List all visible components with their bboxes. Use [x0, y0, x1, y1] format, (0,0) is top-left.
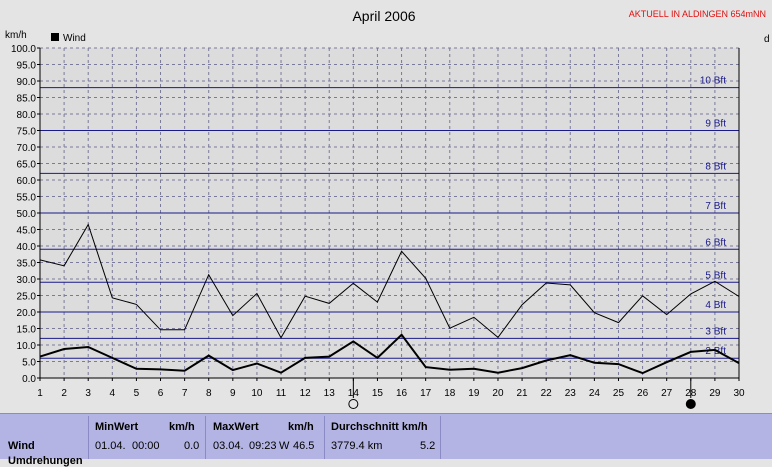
x-tick-label: 22: [541, 388, 553, 399]
y-tick-label: 55.0: [17, 193, 37, 204]
x-tick-label: 24: [589, 388, 601, 399]
y-tick-label: 15.0: [17, 325, 37, 336]
beaufort-label: 8 Bft: [705, 161, 726, 172]
avg-header: Durchschnitt km/h: [331, 421, 428, 433]
x-tick-label: 12: [300, 388, 312, 399]
x-tick-label: 23: [565, 388, 577, 399]
x-tick-label: 3: [85, 388, 91, 399]
min-date: 01.04.: [95, 440, 126, 452]
x-tick-label: 16: [396, 388, 408, 399]
chart-title: April 2006: [352, 8, 415, 24]
y-tick-label: 5.0: [22, 358, 36, 369]
max-direction: W: [279, 440, 290, 452]
min-value: 0.0: [184, 440, 200, 452]
wind-chart: 2 Bft 3 Bft 4 Bft 5 Bft 6 Bft 7 Bft 8 Bft 9 Bft…: [5, 8, 770, 409]
beaufort-label: 10 Bft: [700, 76, 726, 87]
x-tick-label: 9: [230, 388, 236, 399]
y-tick-label: 90.0: [17, 77, 37, 88]
moon-markers: [348, 378, 696, 409]
x-tick-label: 11: [276, 388, 287, 399]
y-tick-label: 95.0: [17, 61, 37, 72]
station-label: AKTUELL IN ALDINGEN 654mNN: [629, 9, 766, 19]
avg-value: 5.2: [420, 440, 436, 452]
x-tick-label: 2: [61, 388, 67, 399]
max-value-cell: MaxWert km/h 03.04. 09:23 W 46.5: [205, 416, 324, 459]
y-tick-label: 75.0: [17, 127, 37, 138]
max-unit: km/h: [288, 421, 314, 433]
beaufort-label: 7 Bft: [705, 201, 726, 212]
beaufort-label: 6 Bft: [705, 237, 726, 248]
beaufort-label: 2 Bft: [705, 346, 726, 357]
beaufort-label: 4 Bft: [705, 300, 726, 311]
x-tick-label: 6: [158, 388, 164, 399]
full-moon-icon: [348, 399, 359, 409]
y-axis-ticks: 0.0 5.0 10.0 15.0 20.0 25.0 30.0 35.0 40.0 45.0 50…: [11, 44, 40, 385]
min-header: MinWert: [95, 421, 139, 433]
x-axis-ticks: 1 2 3 4 5 6 7 8 9 10 11 12 13 14 15 16 17 18 19 20 21 22 23 24 2…: [37, 378, 745, 399]
x-tick-label: 29: [709, 388, 721, 399]
y-axis-label: km/h: [5, 30, 27, 41]
x-tick-label: 17: [420, 388, 432, 399]
min-time: 00:00: [132, 440, 160, 452]
legend-label-wind: Wind: [63, 33, 86, 44]
stats-panel: Wind Umdrehungen MinWert km/h 01.04. 00:…: [0, 413, 772, 467]
x-tick-label: 21: [517, 388, 529, 399]
y-tick-label: 50.0: [17, 209, 37, 220]
x-tick-label: 30: [733, 388, 745, 399]
y-tick-label: 80.0: [17, 110, 37, 121]
y-tick-label: 45.0: [17, 226, 37, 237]
min-unit: km/h: [169, 421, 195, 433]
beaufort-label: 9 Bft: [705, 119, 726, 130]
y-tick-label: 70.0: [17, 143, 37, 154]
beaufort-label: 5 Bft: [705, 270, 726, 281]
x-tick-label: 13: [324, 388, 336, 399]
y-tick-label: 100.0: [11, 44, 36, 55]
avg-distance: 3779.4 km: [331, 440, 383, 452]
series-lines: [39, 223, 740, 375]
series-line-wind-avg: [39, 333, 740, 375]
new-moon-icon: [685, 399, 696, 409]
y-tick-label: 30.0: [17, 275, 37, 286]
beaufort-label: 3 Bft: [705, 326, 726, 337]
x-tick-label: 7: [182, 388, 188, 399]
y-tick-label: 0.0: [22, 374, 36, 385]
y-tick-label: 20.0: [17, 308, 37, 319]
stats-row-label-2: Umdrehungen: [8, 455, 83, 467]
min-value-cell: MinWert km/h 01.04. 00:00 0.0: [88, 416, 205, 459]
x-tick-label: 27: [661, 388, 673, 399]
max-date: 03.04.: [213, 440, 244, 452]
series-line-wind-max: [39, 223, 740, 339]
y-tick-label: 85.0: [17, 94, 37, 105]
x-tick-label: 5: [134, 388, 140, 399]
x-tick-label: 8: [206, 388, 212, 399]
x-tick-label: 18: [444, 388, 456, 399]
x-tick-label: 10: [251, 388, 263, 399]
x-tick-label: 25: [613, 388, 625, 399]
x-tick-label: 1: [37, 388, 43, 399]
beaufort-lines: 2 Bft 3 Bft 4 Bft 5 Bft 6 Bft 7 Bft 8 Bft 9 Bft…: [40, 76, 739, 359]
max-header: MaxWert: [213, 421, 259, 433]
x-tick-label: 19: [468, 388, 480, 399]
right-axis-label: d: [764, 34, 770, 45]
max-value: 46.5: [293, 440, 315, 452]
x-tick-label: 20: [492, 388, 504, 399]
y-tick-label: 35.0: [17, 259, 37, 270]
x-tick-label: 4: [110, 388, 116, 399]
y-tick-label: 25.0: [17, 292, 37, 303]
y-tick-label: 65.0: [17, 160, 37, 171]
y-tick-label: 10.0: [17, 341, 37, 352]
x-tick-label: 26: [637, 388, 649, 399]
legend-swatch-wind: [51, 33, 59, 41]
y-tick-label: 60.0: [17, 176, 37, 187]
average-cell: Durchschnitt km/h 3779.4 km 5.2: [324, 416, 441, 459]
max-time: 09:23: [249, 440, 277, 452]
stats-row-label: Wind: [8, 440, 35, 452]
x-tick-label: 15: [372, 388, 384, 399]
y-tick-label: 40.0: [17, 242, 37, 253]
